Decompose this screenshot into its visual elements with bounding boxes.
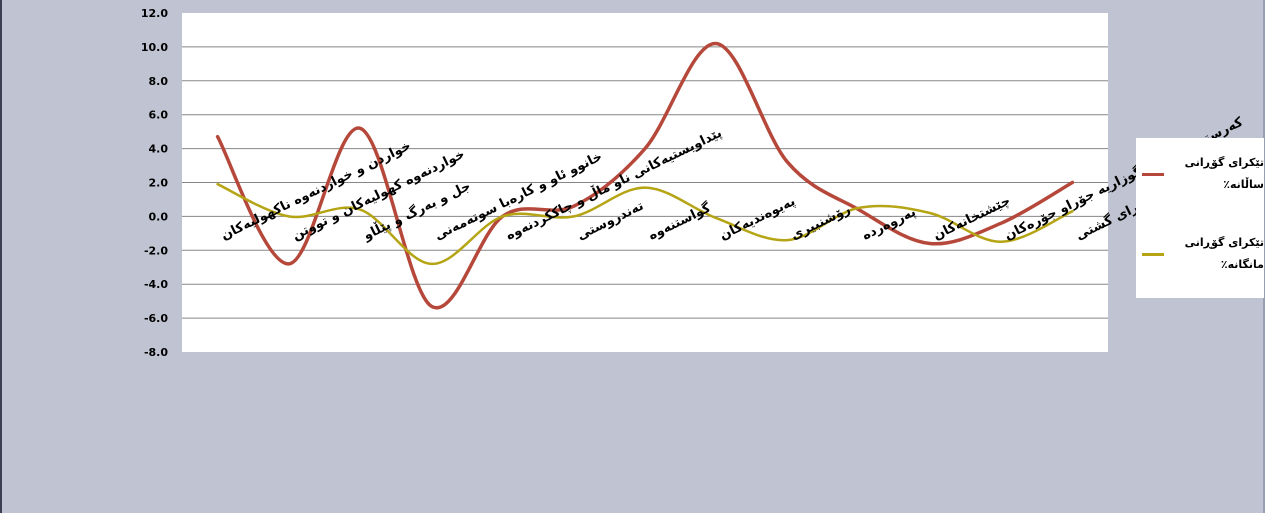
legend-item-monthly: تێكرای گۆڕانی مانگانە٪ [1142,232,1264,282]
y-tick-label: 4.0 [149,143,169,156]
legend-item-annual: تێكرای گۆڕانی ساڵانە٪ [1142,152,1264,202]
legend-swatch-annual [1142,173,1164,176]
y-tick-label: -2.0 [144,244,168,257]
y-tick-label: 6.0 [149,109,169,122]
series-lines [215,41,1075,310]
legend-label-annual: تێكرای گۆڕانی ساڵانە٪ [1184,156,1264,191]
y-tick-label: -8.0 [144,346,168,359]
y-tick-label: 12.0 [141,7,168,20]
y-tick-label: 2.0 [149,177,169,190]
y-tick-label: 8.0 [149,75,169,88]
y-axis-tick-labels: -8.0 -6.0 -4.0 -2.0 0.0 2.0 4.0 6.0 8.0 10.0 12.0 [141,7,168,359]
series-line-monthly [216,182,1074,266]
legend-label-monthly: تێكرای گۆڕانی مانگانە٪ [1184,236,1264,271]
y-tick-label: 10.0 [141,41,168,54]
legend: تێكرای گۆڕانی ساڵانە٪ تێكرای گۆڕانی مانگ… [1136,138,1264,298]
y-tick-label: -6.0 [144,312,168,325]
legend-swatch-monthly [1142,253,1164,256]
y-tick-label: 0.0 [149,210,169,223]
y-tick-label: -4.0 [144,278,168,291]
series-line-annual [215,41,1075,310]
